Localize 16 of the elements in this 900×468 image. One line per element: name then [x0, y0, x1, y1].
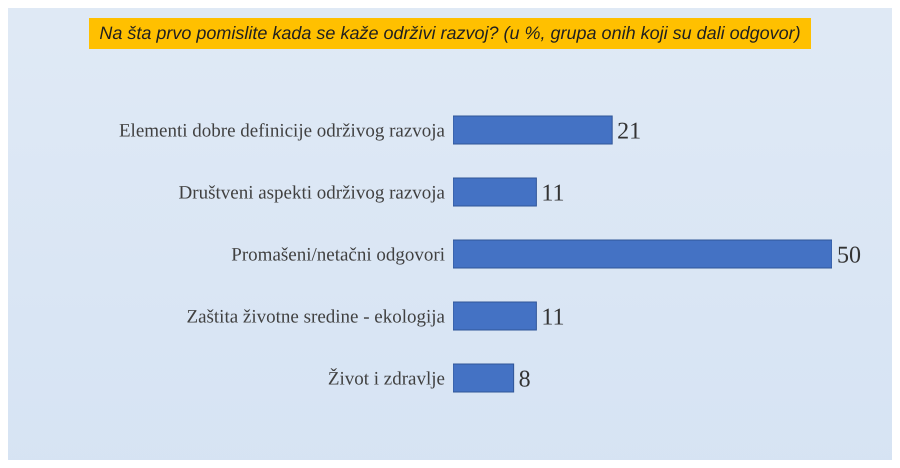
data-label: 11 [541, 180, 564, 207]
data-label: 11 [541, 304, 564, 331]
y-tick-label: Društveni aspekti održivog razvoja [178, 182, 446, 204]
bar [453, 364, 514, 392]
bar [453, 240, 832, 268]
data-label: 21 [617, 118, 642, 145]
data-label: 8 [518, 366, 531, 393]
y-tick-label: Elementi dobre definicije održivog razvoja [118, 120, 446, 142]
bar [453, 116, 613, 144]
chart-title: Na šta prvo pomislite kada se kaže održivi razvoj? (u %, grupa onih koji su dali odgovor) [89, 18, 811, 49]
data-label: 50 [837, 242, 861, 269]
bar [453, 178, 537, 206]
y-tick-label: Promašeni/netačni odgovori [231, 244, 445, 266]
bar [453, 302, 537, 330]
y-tick-label: Život i zdravlje [328, 368, 445, 390]
y-tick-label: Zaštita životne sredine - ekologija [186, 306, 446, 328]
